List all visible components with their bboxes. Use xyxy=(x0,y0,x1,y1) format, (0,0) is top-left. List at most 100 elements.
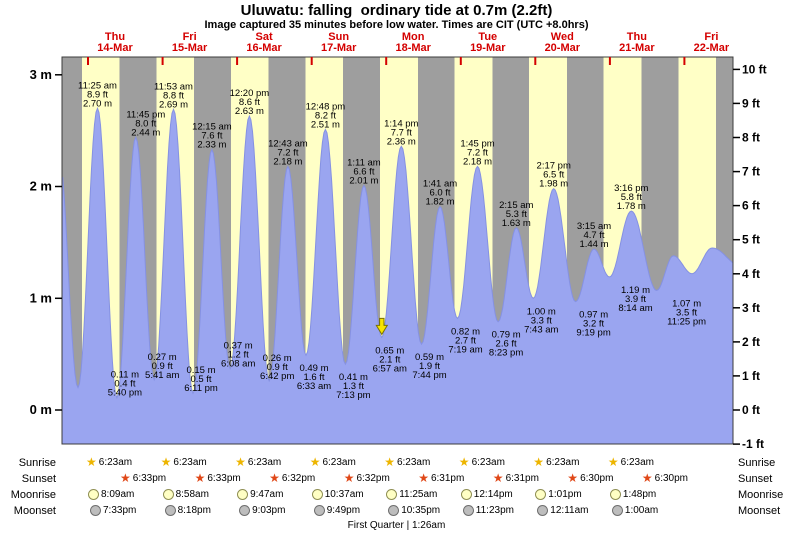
tide-extreme-label: 7.2 ft xyxy=(277,147,298,158)
sunrise-item: ★ 6:23am xyxy=(459,456,505,470)
tide-extreme-label: 0.15 m xyxy=(186,365,215,376)
tide-extreme-label: 1.3 ft xyxy=(343,381,364,392)
tide-extreme-label: 7.2 ft xyxy=(467,147,488,158)
tide-extreme-label: 0.97 m xyxy=(579,310,608,321)
sunset-star-icon: ★ xyxy=(418,471,429,486)
tide-extreme-label: 6:42 pm xyxy=(260,371,294,382)
day-weekday: Thu xyxy=(104,31,126,43)
tide-extreme-label: 1.2 ft xyxy=(228,350,249,361)
day-label: Thu 21-Mar xyxy=(619,32,654,53)
plot-border xyxy=(61,56,734,445)
tide-extreme-label: 6:33 am xyxy=(297,381,331,392)
tide-extreme-label: 8.0 ft xyxy=(135,118,156,129)
sunrise-item: ★ 6:23am xyxy=(235,456,281,470)
moonset-time: 1:00am xyxy=(624,505,659,516)
tide-extreme-label: 12:43 am xyxy=(268,138,308,149)
tide-extreme-label: 3:16 pm xyxy=(614,183,648,194)
sunrise-item: ★ 6:23am xyxy=(384,456,430,470)
moon-dark-icon xyxy=(388,504,400,516)
moonrise-item: 9:47am xyxy=(237,488,283,502)
moonset-time: 12:11am xyxy=(550,505,589,516)
moonset-time: 9:49pm xyxy=(326,505,361,516)
sunrise-star-icon: ★ xyxy=(384,455,395,470)
moonrise-item: 10:37am xyxy=(311,488,364,502)
day-date: 15-Mar xyxy=(171,41,208,54)
day-date: 20-Mar xyxy=(544,41,581,54)
astro-row-label-moonset-right: Moonset xyxy=(738,505,781,517)
right-axis-label: 1 ft xyxy=(742,369,760,383)
sunrise-time: 6:23am xyxy=(98,457,133,468)
tide-extreme-label: 1.07 m xyxy=(672,298,701,309)
tide-extreme-label: 1.82 m xyxy=(425,197,454,208)
right-axis-label: -1 ft xyxy=(742,437,764,451)
tide-extreme-label: 1.78 m xyxy=(617,201,646,212)
moon-light-icon xyxy=(237,488,249,500)
tide-extreme-label: 12:48 pm xyxy=(306,102,346,113)
sunset-time: 6:31pm xyxy=(505,473,539,484)
sunset-time: 6:33pm xyxy=(207,473,241,484)
tide-extreme-label: 2.36 m xyxy=(387,136,416,147)
day-weekday: Fri xyxy=(182,31,197,43)
right-axis-label: 4 ft xyxy=(742,267,760,281)
sunrise-time: 6:23am xyxy=(620,457,655,468)
moonrise-time: 8:09am xyxy=(101,489,135,500)
page-title: Uluwatu: falling ordinary tide at 0.7m (… xyxy=(240,2,553,19)
tide-extreme-label: 6.6 ft xyxy=(353,166,374,177)
sunrise-item: ★ 6:23am xyxy=(533,456,579,470)
page-subtitle: Image captured 35 minutes before low wat… xyxy=(204,19,589,31)
moonrise-time: 1:48pm xyxy=(622,489,657,500)
tide-extreme-label: 3.5 ft xyxy=(676,307,697,318)
tide-extreme-label: 9:19 pm xyxy=(576,328,610,339)
sunrise-item: ★ 6:23am xyxy=(608,456,654,470)
moonrise-time: 10:37am xyxy=(324,489,364,500)
moon-dark-icon xyxy=(90,504,101,516)
tide-extreme-label: 2.69 m xyxy=(159,99,188,110)
sunset-time: 6:30pm xyxy=(654,473,689,484)
tide-extreme-label: 6:08 am xyxy=(221,359,255,370)
tide-extreme-label: 11:25 pm xyxy=(667,316,706,327)
tide-extreme-label: 0.9 ft xyxy=(152,361,173,372)
tide-extreme-label: 8.8 ft xyxy=(163,90,184,101)
tide-extreme-label: 0.26 m xyxy=(263,353,292,364)
moon-dark-icon xyxy=(537,504,549,516)
tide-extreme-label: 4.7 ft xyxy=(583,230,604,241)
tide-curve xyxy=(61,106,734,445)
sunrise-time: 6:23am xyxy=(396,457,431,468)
astro-row-label-sunrise-right: Sunrise xyxy=(738,457,776,469)
moonrise-time: 12:14pm xyxy=(473,489,513,500)
tide-extreme-label: 2.18 m xyxy=(273,156,302,167)
sunrise-star-icon: ★ xyxy=(235,455,246,470)
sunset-item: ★ 6:32pm xyxy=(344,472,390,486)
astro-row-label-sunrise-left: Sunrise xyxy=(18,457,56,469)
sunrise-time: 6:23am xyxy=(546,457,580,468)
tide-extreme-label: 3:15 am xyxy=(577,221,611,232)
moonset-item: 9:49pm xyxy=(313,504,361,518)
moonset-item: 1:00am xyxy=(611,504,659,518)
day-weekday: Tue xyxy=(478,31,498,43)
tide-extreme-label: 1.63 m xyxy=(502,218,531,229)
tide-extreme-label: 2.70 m xyxy=(83,98,112,109)
moonrise-item: 1:48pm xyxy=(609,488,657,502)
tide-extreme-label: 3.3 ft xyxy=(531,315,552,326)
tide-extreme-label: 11:53 am xyxy=(154,81,193,92)
sunrise-time: 6:23am xyxy=(471,457,505,468)
sunset-time: 6:31pm xyxy=(430,473,465,484)
moon-light-icon xyxy=(88,488,99,500)
moon-dark-icon xyxy=(164,504,176,516)
day-weekday: Fri xyxy=(704,31,719,43)
moonset-item: 7:33pm xyxy=(90,504,136,518)
moonset-time: 9:03pm xyxy=(252,505,286,516)
day-weekday: Thu xyxy=(626,31,647,43)
right-axis-label: 6 ft xyxy=(742,199,760,213)
sunrise-time: 6:23am xyxy=(247,457,282,468)
tide-extreme-label: 2.01 m xyxy=(349,175,378,186)
tide-extreme-label: 5.3 ft xyxy=(506,209,527,220)
day-weekday: Sun xyxy=(328,31,350,43)
moonrise-item: 8:09am xyxy=(88,488,134,502)
tide-extreme-label: 5:40 pm xyxy=(108,388,142,399)
day-date: 22-Mar xyxy=(693,41,730,54)
tide-extreme-label: 7:19 am xyxy=(448,344,482,355)
moon-light-icon xyxy=(162,488,174,500)
tide-extreme-label: 11:45 pm xyxy=(126,109,165,120)
